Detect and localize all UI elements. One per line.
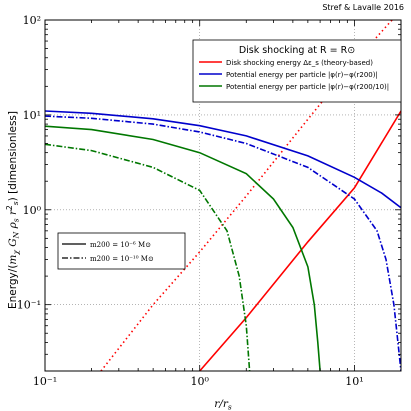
x-tick-label: 10¹ bbox=[345, 375, 363, 388]
series-blue-solid bbox=[45, 110, 401, 209]
y-axis-label: Energy/(mχ GN ρs r2s) [dimensionless] bbox=[5, 111, 21, 309]
grid-lines bbox=[45, 20, 401, 371]
linestyle-legend-label: m200 = 10⁻¹⁰ M⊙ bbox=[90, 255, 154, 263]
y-tick-label: 10⁻¹ bbox=[17, 299, 41, 312]
linestyle-legend-label: m200 = 10⁻⁶ M⊙ bbox=[90, 241, 151, 249]
linestyle-legend: m200 = 10⁻⁶ M⊙ m200 = 10⁻¹⁰ M⊙ bbox=[57, 232, 186, 270]
legend-entry-label: Disk shocking energy Δε_s (theory-based) bbox=[226, 59, 373, 67]
x-tick-label: 10⁰ bbox=[191, 375, 210, 388]
legend-title: Disk shocking at R = R⊙ bbox=[239, 45, 355, 56]
axis-tick-labels: 10⁻¹ 10⁰ 10¹ 10⁻¹ 10⁰ 10¹ 10² bbox=[17, 14, 364, 388]
legend-entry-label: Potential energy per particle |φ(r)−φ(r2… bbox=[226, 83, 389, 91]
legend-entry-label: Potential energy per particle |φ(r)−φ(r2… bbox=[226, 71, 378, 79]
series-layer bbox=[45, 20, 401, 371]
series-green-solid bbox=[45, 125, 321, 371]
plot-frame bbox=[44, 19, 402, 372]
series-green-dashdot bbox=[45, 143, 251, 371]
y-tick-label: 10⁰ bbox=[23, 204, 42, 217]
series-red-solid bbox=[199, 110, 401, 371]
linestyle-legend-box bbox=[57, 232, 186, 270]
credit-text: Stref & Lavalle 2016 bbox=[322, 3, 404, 12]
axis-ticks bbox=[44, 19, 402, 372]
y-tick-label: 10² bbox=[23, 14, 41, 27]
x-tick-label: 10⁻¹ bbox=[33, 375, 57, 388]
legend: Disk shocking at R = R⊙ Disk shocking en… bbox=[192, 39, 402, 103]
legend-box bbox=[192, 39, 402, 103]
y-tick-label: 10¹ bbox=[23, 109, 41, 122]
series-blue-dashdot bbox=[45, 115, 401, 371]
x-axis-label: r/rs bbox=[214, 398, 232, 411]
